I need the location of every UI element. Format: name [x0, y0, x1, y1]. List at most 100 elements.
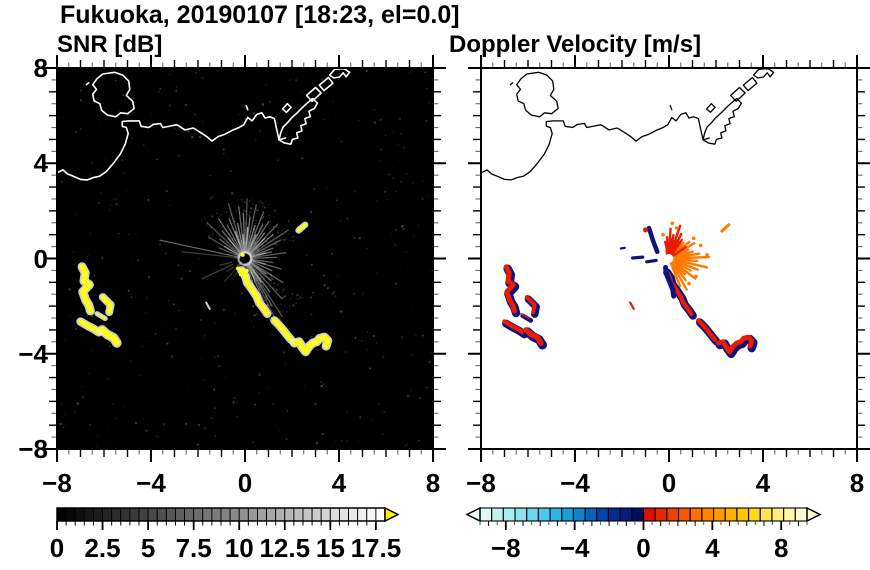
- speckle-dot: [267, 203, 270, 206]
- noise-dot: [340, 439, 344, 442]
- x-tick-label: −4: [560, 468, 590, 498]
- speckle-dot: [276, 283, 279, 286]
- noise-dot: [386, 198, 388, 201]
- speckle-dot: [240, 198, 243, 201]
- noise-dot: [155, 158, 158, 161]
- speckle-dot: [282, 296, 284, 298]
- noise-dot: [258, 373, 261, 377]
- noise-dot: [209, 175, 211, 177]
- noise-dot: [411, 308, 414, 311]
- noise-dot: [362, 291, 365, 294]
- noise-dot: [122, 405, 125, 407]
- noise-dot: [188, 270, 191, 272]
- noise-dot: [93, 275, 96, 277]
- noise-dot: [284, 238, 287, 241]
- noise-dot: [230, 170, 232, 172]
- speckle-dot: [271, 277, 273, 280]
- speckle-dot: [265, 201, 267, 203]
- noise-dot: [394, 243, 397, 246]
- velocity-colorbar-cell: [713, 507, 726, 522]
- speckle-dot: [250, 198, 253, 201]
- noise-dot: [68, 169, 71, 172]
- noise-dot: [61, 181, 63, 183]
- speckle-dot: [261, 202, 264, 205]
- noise-dot: [165, 252, 167, 255]
- noise-dot: [200, 358, 202, 360]
- noise-dot: [89, 424, 92, 426]
- speckle-dot: [249, 200, 251, 202]
- noise-dot: [258, 130, 261, 133]
- noise-dot: [353, 292, 356, 295]
- snr-colorbar-cell: [65, 507, 76, 522]
- snr-colorbar-cell: [138, 507, 149, 522]
- snr-colorbar-cell: [56, 507, 67, 522]
- noise-dot: [366, 247, 369, 250]
- velocity-colorbar-cell: [748, 507, 761, 522]
- noise-dot: [344, 351, 346, 353]
- noise-dot: [63, 413, 66, 415]
- noise-dot: [398, 117, 402, 121]
- noise-dot: [118, 109, 121, 112]
- noise-dot: [422, 180, 425, 182]
- snr-colorbar-cell: [102, 507, 113, 522]
- noise-dot: [254, 403, 257, 406]
- y-tick-label: 8: [33, 53, 48, 83]
- speckle-dot: [275, 226, 278, 229]
- noise-dot: [89, 350, 91, 353]
- noise-dot: [103, 157, 106, 160]
- speckle-dot: [279, 303, 282, 305]
- snr-colorbar-cell: [266, 507, 277, 522]
- noise-dot: [326, 287, 330, 290]
- noise-dot: [315, 441, 319, 445]
- noise-dot: [336, 274, 339, 277]
- noise-dot: [235, 401, 238, 404]
- noise-dot: [129, 359, 132, 363]
- speckle-dot: [285, 289, 287, 291]
- noise-dot: [411, 182, 414, 184]
- noise-dot: [64, 404, 66, 405]
- noise-dot: [233, 396, 236, 400]
- noise-dot: [198, 258, 200, 260]
- noise-dot: [163, 321, 165, 324]
- noise-dot: [332, 100, 335, 103]
- noise-dot: [408, 72, 411, 74]
- noise-dot: [91, 162, 93, 164]
- noise-dot: [173, 127, 177, 130]
- noise-dot: [417, 224, 420, 227]
- noise-dot: [295, 79, 298, 82]
- noise-dot: [335, 114, 337, 116]
- speckle-dot: [255, 222, 257, 225]
- speckle-dot: [289, 240, 291, 242]
- velocity-colorbar-label: 0: [636, 533, 651, 563]
- speckle-dot: [269, 220, 272, 222]
- snr-colorbar-cell: [220, 507, 231, 522]
- noise-dot: [410, 353, 413, 356]
- noise-dot: [194, 113, 197, 116]
- noise-dot: [158, 91, 160, 93]
- noise-dot: [430, 352, 432, 354]
- noise-dot: [391, 176, 394, 179]
- x-tick-label: 8: [425, 468, 441, 498]
- noise-dot: [169, 222, 171, 225]
- noise-dot: [253, 314, 256, 317]
- noise-dot: [108, 425, 110, 427]
- noise-dot: [233, 69, 236, 71]
- noise-dot: [405, 250, 408, 254]
- speckle-dot: [221, 218, 223, 220]
- noise-dot: [79, 99, 83, 102]
- noise-dot: [384, 190, 387, 193]
- noise-dot: [309, 296, 312, 299]
- noise-dot: [69, 315, 71, 318]
- snr-colorbar-cell: [147, 507, 158, 522]
- velocity-colorbar-cell: [537, 507, 551, 522]
- noise-dot: [137, 259, 140, 262]
- echo-dot: [236, 266, 240, 271]
- noise-dot: [252, 440, 255, 443]
- snr-colorbar-cell: [256, 507, 268, 522]
- speckle-dot: [292, 239, 295, 242]
- noise-dot: [331, 252, 333, 255]
- velocity-dot: [698, 243, 703, 248]
- speckle-dot: [289, 299, 291, 301]
- velocity-colorbar-cell: [642, 507, 656, 522]
- noise-dot: [241, 292, 244, 295]
